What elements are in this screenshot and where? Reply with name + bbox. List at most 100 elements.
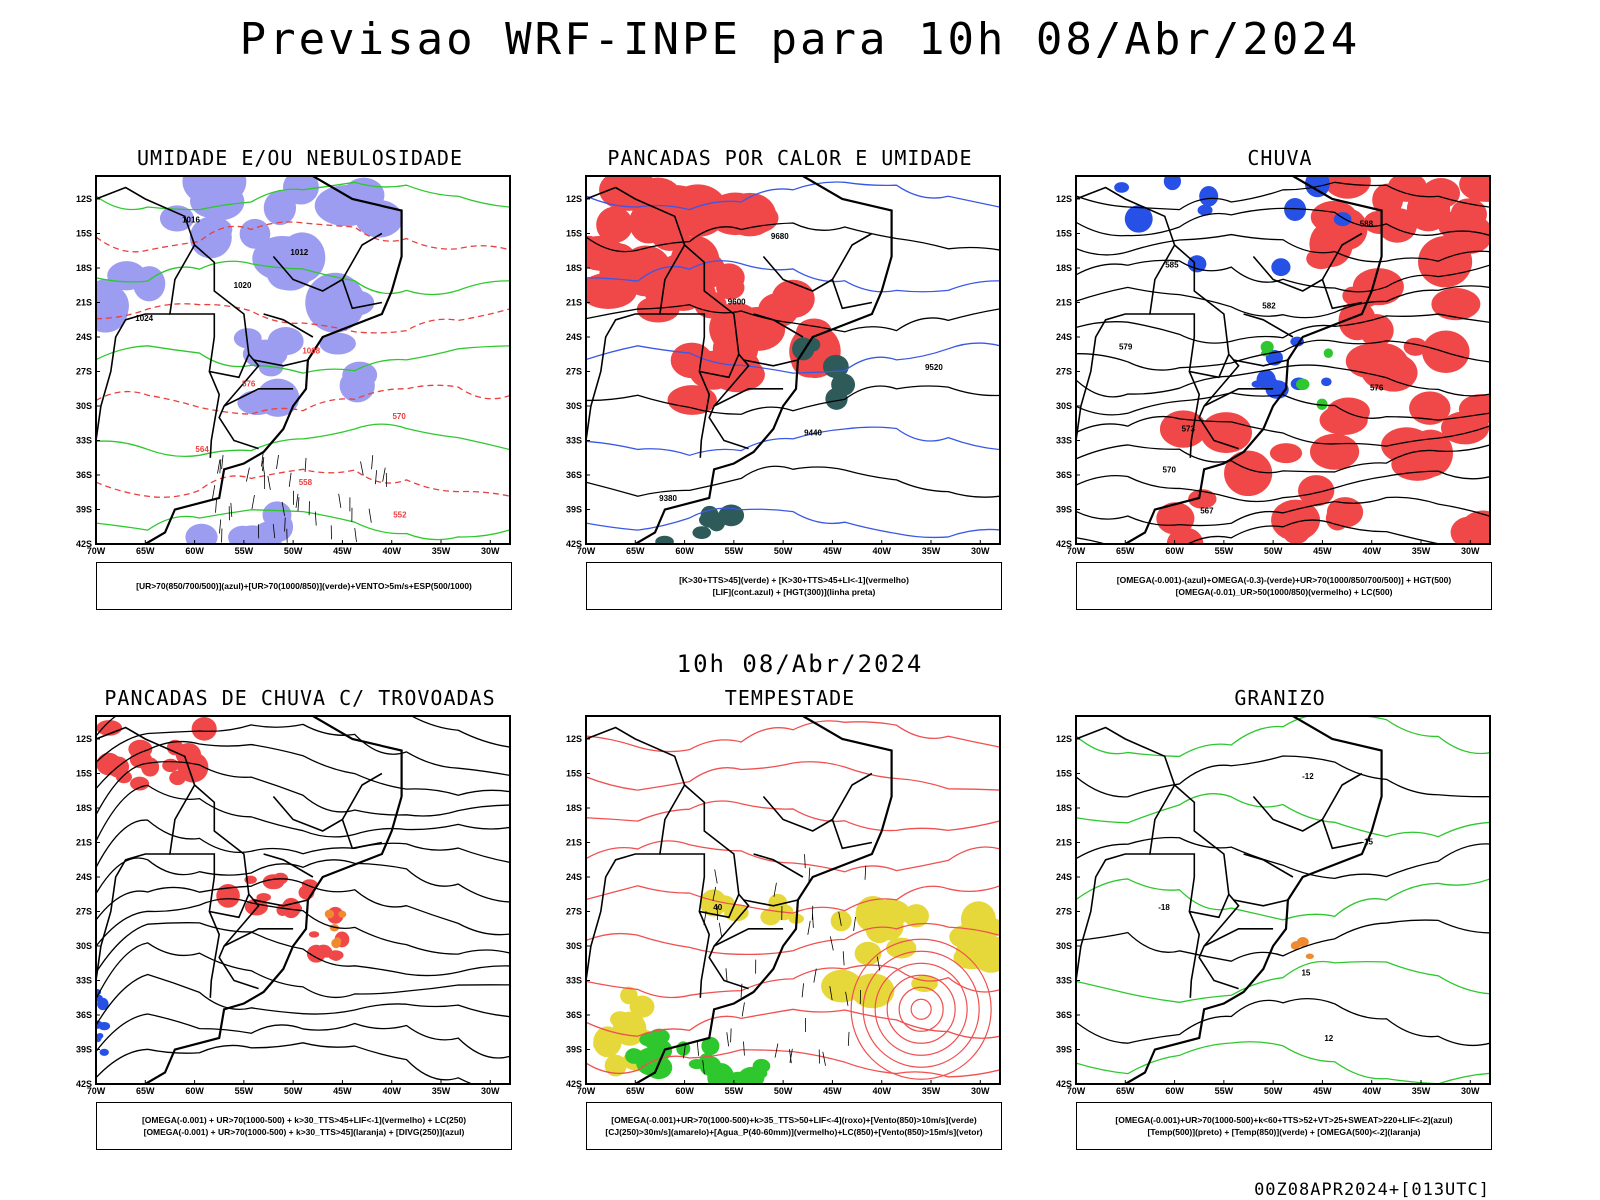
wind-arrow	[368, 508, 372, 523]
lon-tick-label: 70W	[87, 1086, 106, 1094]
contour-label: 564	[195, 445, 209, 454]
coastline	[144, 176, 403, 544]
contour-line	[586, 181, 1000, 211]
country-border	[762, 772, 873, 832]
lon-tick-label: 50W	[774, 1086, 793, 1094]
country-border	[1233, 359, 1289, 367]
legend-line: [K>30+TTS>45](verde) + [K>30+TTS>45+LI<-…	[679, 575, 909, 585]
contour-line	[586, 720, 1000, 753]
country-border	[223, 928, 294, 947]
contour-line	[586, 385, 1000, 415]
lon-tick-label: 40W	[382, 1086, 401, 1094]
lat-tick-label: 12S	[566, 734, 582, 744]
contour-line	[1076, 285, 1490, 319]
shaded-area	[1325, 506, 1350, 531]
contour-label: 1012	[290, 248, 308, 257]
wind-arrow	[822, 1051, 826, 1066]
lat-tick-label: 42S	[1056, 539, 1072, 549]
weather-map: 9680 9600 9520 9440 9380 12S 15S 18S 21S 24S 27S 30…	[566, 175, 1001, 554]
lat-tick-label: 24S	[566, 332, 582, 342]
lon-tick-label: 40W	[872, 1086, 891, 1094]
map-frame	[585, 175, 1001, 545]
panel-pancadas-trovoadas: PANCADAS DE CHUVA C/ TROVOADAS 12S 15S 18S 2…	[50, 686, 550, 1156]
wind-arrow	[845, 991, 849, 1006]
shaded-area	[233, 328, 262, 349]
lat-tick-label: 30S	[566, 401, 582, 411]
panel-umidade: UMIDADE E/OU NEBULOSIDADE 1016 1012 1020 102…	[50, 146, 550, 616]
lon-tick-label: 30W	[971, 546, 990, 554]
wind-arrow	[288, 472, 292, 487]
shaded-area	[830, 910, 852, 932]
shaded-area	[698, 511, 725, 528]
lat-tick-label: 15S	[76, 229, 92, 239]
wind-arrow	[219, 459, 222, 474]
wind-arrow	[382, 467, 386, 482]
contour-line	[874, 962, 968, 1056]
country-border	[1203, 928, 1274, 947]
wind-arrow	[354, 528, 357, 543]
contour-line	[586, 761, 1000, 791]
shaded-area	[701, 1036, 720, 1056]
country-border	[1076, 313, 1150, 441]
shaded-area	[1408, 429, 1454, 478]
country-border	[658, 784, 740, 919]
country-border	[1321, 819, 1363, 850]
contour-line	[862, 950, 980, 1068]
lon-tick-label: 50W	[1264, 1086, 1283, 1094]
wind-arrow	[272, 524, 276, 539]
lon-tick-label: 35W	[1412, 1086, 1431, 1094]
contour-line	[586, 304, 1000, 333]
lat-tick-label: 33S	[76, 976, 92, 986]
lon-tick-label: 60W	[185, 1086, 204, 1094]
lat-tick-label: 24S	[1056, 872, 1072, 882]
wind-arrow	[267, 475, 271, 490]
legend-box: [OMEGA(-0.001)-(azul)+OMEGA(-0.3)-(verde…	[1076, 562, 1492, 610]
lat-tick-label: 12S	[566, 194, 582, 204]
country-border	[208, 371, 221, 458]
lon-tick-label: 35W	[922, 1086, 941, 1094]
shaded-area	[1312, 250, 1333, 265]
lat-tick-label: 30S	[76, 941, 92, 951]
wind-arrow	[261, 452, 264, 467]
lat-tick-label: 39S	[76, 1045, 92, 1055]
shaded-area	[645, 1034, 663, 1051]
shaded-area	[338, 910, 347, 918]
contour-label: 9440	[804, 429, 822, 438]
wind-arrow	[295, 493, 299, 508]
lon-tick-label: 50W	[284, 1086, 303, 1094]
shaded-area	[239, 218, 271, 249]
lon-tick-label: 50W	[774, 546, 793, 554]
contour-label: 1024	[135, 314, 153, 323]
lat-tick-label: 39S	[566, 1045, 582, 1055]
contour-line	[1076, 793, 1490, 838]
shaded-area	[1124, 205, 1153, 233]
wind-arrow	[804, 854, 806, 869]
shaded-area	[1296, 937, 1309, 947]
lon-tick-label: 50W	[284, 546, 303, 554]
shaded-area	[692, 526, 712, 540]
contour-label: 570	[392, 412, 406, 421]
country-border	[96, 726, 260, 990]
lat-tick-label: 36S	[566, 470, 582, 480]
contour-label: 573	[1182, 425, 1196, 434]
country-border	[263, 313, 314, 338]
panel-title: CHUVA	[1247, 146, 1313, 170]
shaded-area	[1422, 330, 1470, 374]
legend-line: [CJ(250)>30m/s](amarelo)+[Agua_P(40-60mm…	[605, 1127, 983, 1137]
wind-arrow	[842, 951, 845, 966]
lat-tick-label: 27S	[76, 367, 92, 377]
lat-tick-label: 24S	[76, 872, 92, 882]
shaded-area	[1458, 510, 1490, 544]
shaded-area	[1271, 258, 1291, 277]
shaded-area	[1298, 475, 1335, 507]
wind-arrow	[876, 956, 881, 971]
contour-label: 567	[1200, 507, 1214, 516]
lat-tick-label: 27S	[1056, 907, 1072, 917]
shaded-area	[1377, 207, 1418, 243]
shaded-area	[141, 757, 160, 777]
contour-line	[96, 716, 510, 748]
legend-line: [OMEGA(-0.001) + UR>70(1000-500) + k>30_…	[141, 1115, 467, 1125]
shaded-area	[1269, 443, 1303, 464]
lat-tick-label: 18S	[566, 263, 582, 273]
legend-line: [OMEGA(-0.001) + UR>70(1000-500) + k>30_…	[143, 1127, 465, 1137]
